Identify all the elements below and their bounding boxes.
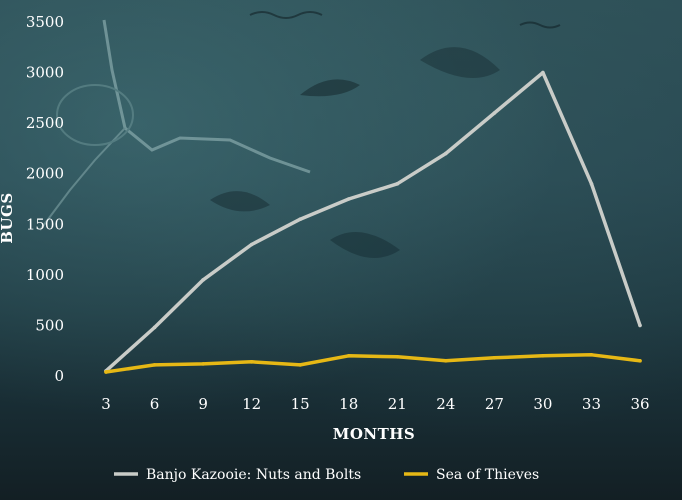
x-tick-label: 6 [150, 395, 160, 413]
data-point [395, 182, 400, 186]
data-point [541, 353, 545, 358]
x-tick-label: 12 [242, 395, 261, 413]
data-point [152, 325, 157, 330]
series-layer [104, 70, 642, 374]
data-point [638, 359, 642, 363]
data-point [152, 363, 157, 367]
data-point [589, 182, 594, 186]
y-axis-ticks: 0 500 1000 1500 2000 2500 3000 3500 [26, 13, 64, 385]
y-tick-label: 0 [54, 367, 64, 385]
legend: Banjo Kazooie: Nuts and Bolts Sea of Thie… [114, 467, 539, 483]
x-tick-label: 30 [533, 395, 552, 413]
x-tick-label: 21 [388, 395, 407, 413]
y-tick-label: 3000 [26, 64, 64, 82]
series-line-0 [104, 70, 642, 373]
data-point [638, 323, 642, 328]
x-tick-label: 9 [198, 395, 208, 413]
data-point [249, 360, 254, 364]
x-tick-label: 33 [582, 395, 601, 413]
data-point [104, 370, 108, 374]
legend-label: Sea of Thieves [436, 467, 539, 483]
x-axis-ticks: 3 6 9 12 15 18 21 24 27 30 33 36 [101, 395, 649, 413]
series-line-1 [104, 353, 642, 374]
data-point [298, 217, 302, 222]
data-point [444, 151, 448, 156]
y-tick-label: 2500 [26, 114, 64, 132]
y-tick-label: 500 [35, 316, 64, 334]
data-point [541, 70, 545, 75]
data-point [395, 354, 400, 359]
background-art [39, 11, 561, 258]
data-point [444, 359, 448, 363]
data-point [249, 242, 254, 247]
data-point [201, 362, 205, 366]
x-tick-label: 36 [630, 395, 649, 413]
data-point [492, 355, 497, 360]
x-axis-title: MONTHS [333, 425, 416, 443]
x-tick-label: 3 [101, 395, 111, 413]
x-tick-label: 15 [291, 395, 310, 413]
y-tick-label: 1000 [26, 266, 64, 284]
data-point [346, 353, 351, 358]
data-point [492, 111, 497, 115]
data-point [298, 363, 302, 367]
x-tick-label: 24 [436, 395, 455, 413]
y-axis-title: BUGS [0, 192, 16, 243]
legend-label: Banjo Kazooie: Nuts and Bolts [146, 467, 361, 483]
y-tick-label: 2000 [26, 165, 64, 183]
x-tick-label: 18 [339, 395, 358, 413]
x-tick-label: 27 [485, 395, 504, 413]
y-tick-label: 3500 [26, 13, 64, 31]
data-point [589, 352, 594, 357]
data-point [346, 197, 351, 201]
y-tick-label: 1500 [26, 215, 64, 233]
data-point [201, 278, 205, 282]
